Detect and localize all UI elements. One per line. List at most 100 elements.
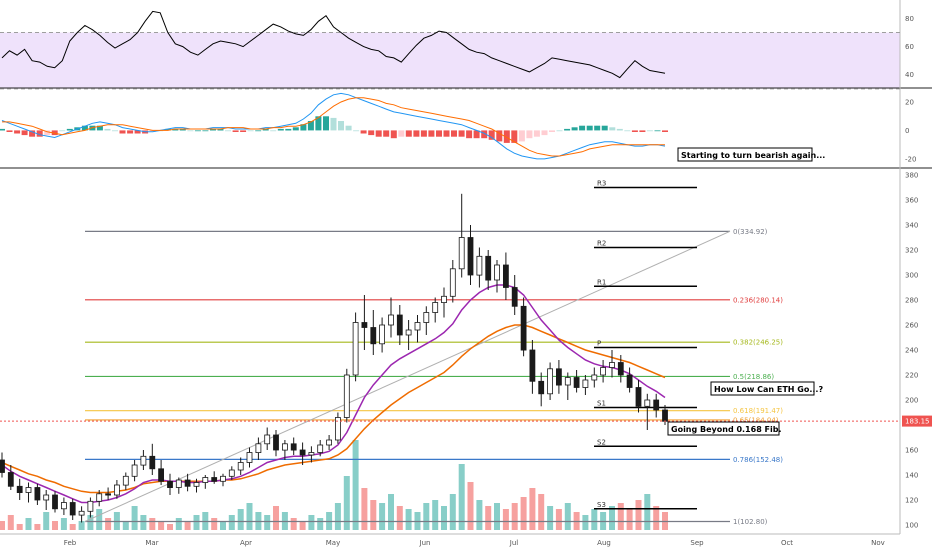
volume-bar xyxy=(520,497,527,530)
candle-down xyxy=(529,349,536,382)
macd-histogram-bar xyxy=(549,130,555,132)
last-price-text: 183.15 xyxy=(905,418,930,426)
candle-up xyxy=(449,268,456,297)
candle-up xyxy=(43,494,50,501)
candle-up xyxy=(591,374,598,381)
macd-histogram-bar xyxy=(631,130,638,132)
rsi-pane[interactable] xyxy=(0,10,900,90)
macd-histogram-bar xyxy=(368,130,375,136)
volume-bar xyxy=(644,494,651,530)
macd-histogram-bar xyxy=(323,116,329,131)
volume-bar xyxy=(502,509,509,530)
candle-down xyxy=(538,380,545,395)
macd-histogram-bar xyxy=(112,130,118,132)
candle-up xyxy=(405,329,412,336)
volume-bar xyxy=(458,464,465,530)
candle-down xyxy=(511,287,518,307)
volume-bar xyxy=(432,500,439,530)
volume-bar xyxy=(308,515,315,530)
macd-histogram-bar xyxy=(413,130,420,137)
candle-up xyxy=(343,374,350,418)
candle-up xyxy=(476,255,483,276)
macd-histogram-bar xyxy=(29,130,36,137)
candle-up xyxy=(564,377,571,386)
candle-up xyxy=(175,479,182,488)
volume-bar xyxy=(78,521,85,530)
macd-histogram-bar xyxy=(360,130,367,134)
volume-bar xyxy=(149,518,156,530)
candle-up xyxy=(78,510,85,516)
volume-bar xyxy=(0,521,5,530)
macd-histogram-bar xyxy=(330,117,337,131)
macd-histogram-bar xyxy=(119,130,126,134)
macd-histogram-bar xyxy=(533,130,540,137)
macd-histogram-bar xyxy=(300,124,307,131)
price-tick-label: 360 xyxy=(905,197,918,205)
annotation-how-low[interactable]: How Low Can ETH Go...? xyxy=(710,381,823,396)
macd-histogram-bar xyxy=(194,130,201,132)
macd-histogram-bar xyxy=(292,127,299,131)
volume-bar xyxy=(16,524,23,530)
macd-histogram-bar xyxy=(187,130,194,132)
annotation-fib[interactable]: Going Beyond 0.168 Fib. xyxy=(667,421,782,436)
macd-tick-label: -20 xyxy=(905,155,916,163)
volume-bar xyxy=(343,476,350,530)
candle-down xyxy=(184,479,191,487)
volume-bar xyxy=(175,518,182,530)
volume-bar xyxy=(317,518,324,530)
volume-bar xyxy=(494,503,500,530)
macd-histogram-bar xyxy=(104,128,111,131)
candle-up xyxy=(255,443,262,453)
candle-up xyxy=(114,484,120,496)
price-tick-label: 140 xyxy=(905,472,918,480)
candle-up xyxy=(237,462,244,471)
macd-histogram-bar xyxy=(451,130,457,137)
volume-bar xyxy=(379,503,386,530)
volume-bar xyxy=(237,509,244,530)
candle-down xyxy=(662,409,668,422)
volume-bar xyxy=(122,521,129,530)
signal-line xyxy=(2,97,665,157)
macd-histogram-bar xyxy=(21,130,28,136)
macd-pane[interactable] xyxy=(0,92,668,160)
macd-histogram-bar xyxy=(134,130,141,134)
macd-histogram-bar xyxy=(285,128,292,131)
volume-bar xyxy=(246,503,253,530)
volume-bar xyxy=(555,509,562,530)
volume-bar xyxy=(7,515,14,530)
price-pane[interactable]: 0(334.92) 0.236(280.14) 0.382(246.25) 0.5(2… xyxy=(0,180,900,531)
volume-bar xyxy=(264,515,271,530)
annotation-macd-text: Starting to turn bearish again... xyxy=(681,151,825,160)
macd-histogram-bar xyxy=(225,130,231,132)
fib-level-label: 0.382(246.25) xyxy=(733,339,783,347)
price-tick-label: 340 xyxy=(905,222,918,230)
volume-bar xyxy=(43,512,50,530)
candle-up xyxy=(220,475,226,482)
candle-down xyxy=(7,472,14,487)
volume-bar xyxy=(511,503,518,530)
fib-level-label: 0.236(280.14) xyxy=(733,296,783,304)
annotation-macd[interactable]: Starting to turn bearish again... xyxy=(677,147,825,162)
candle-down xyxy=(653,399,660,411)
candle-up xyxy=(264,434,271,445)
price-tick-label: 120 xyxy=(905,497,918,505)
fib-level-label: 0(334.92) xyxy=(733,228,768,236)
macd-tick-label: 0 xyxy=(905,127,909,135)
volume-bar xyxy=(352,440,359,530)
x-axis-month-label: Feb xyxy=(64,539,77,547)
candle-up xyxy=(308,452,315,456)
macd-histogram-bar xyxy=(345,125,352,131)
candle-up xyxy=(246,452,253,463)
fib-trend-line xyxy=(84,230,731,522)
macd-histogram-bar xyxy=(172,128,179,131)
annotation-fib-text: Going Beyond 0.168 Fib. xyxy=(671,425,782,434)
macd-histogram-bar xyxy=(443,130,450,137)
volume-bar xyxy=(220,521,226,530)
ema-fast-line xyxy=(1,284,666,504)
macd-histogram-bar xyxy=(654,130,661,132)
macd-histogram-bar xyxy=(420,130,427,137)
pivot-label: S3 xyxy=(597,501,606,509)
macd-histogram-bar xyxy=(307,121,314,131)
